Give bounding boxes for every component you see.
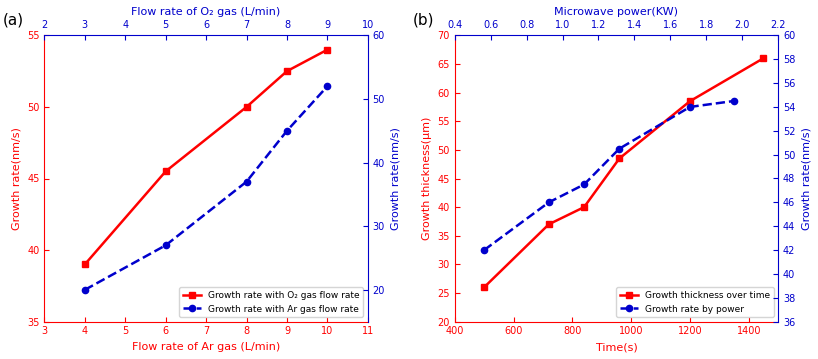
X-axis label: Microwave power(KW): Microwave power(KW) — [555, 7, 678, 17]
X-axis label: Flow rate of O₂ gas (L/min): Flow rate of O₂ gas (L/min) — [132, 7, 281, 17]
Y-axis label: Growth rate(nm/s): Growth rate(nm/s) — [11, 127, 21, 230]
Text: (a): (a) — [2, 13, 24, 27]
Y-axis label: Growth rate(nm/s): Growth rate(nm/s) — [801, 127, 811, 230]
X-axis label: Time(s): Time(s) — [596, 342, 637, 352]
X-axis label: Flow rate of Ar gas (L/min): Flow rate of Ar gas (L/min) — [132, 342, 281, 352]
Legend: Growth rate with O₂ gas flow rate, Growth rate with Ar gas flow rate: Growth rate with O₂ gas flow rate, Growt… — [179, 288, 363, 317]
Y-axis label: Growth thickness(μm): Growth thickness(μm) — [422, 117, 432, 240]
Legend: Growth thickness over time, Growth rate by power: Growth thickness over time, Growth rate … — [616, 288, 774, 317]
Y-axis label: Growth rate(nm/s): Growth rate(nm/s) — [391, 127, 401, 230]
Text: (b): (b) — [413, 13, 434, 27]
